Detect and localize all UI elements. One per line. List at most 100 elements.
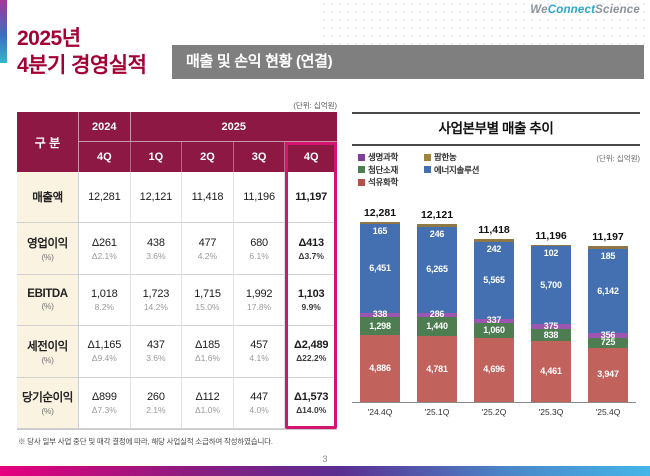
table-cell: 260 2.1% bbox=[130, 377, 183, 429]
legend-swatch bbox=[424, 153, 431, 161]
chart-plot: 4,886 1,298 338 6,451 165 12,281 '24.4Q 4,781 1,… bbox=[352, 188, 640, 420]
table-row-label-text: 매출액 bbox=[32, 192, 63, 205]
table-cell: Δ413 Δ3.7% bbox=[285, 223, 337, 275]
table-row-label: 당기순이익 (%) bbox=[17, 377, 79, 429]
table-cell-value: Δ1,573 bbox=[294, 390, 329, 403]
bar-segment-석유화학 bbox=[474, 337, 514, 402]
table-cell-percent: Δ7.3% bbox=[91, 404, 117, 415]
bar-segment-팜한농 bbox=[360, 222, 400, 225]
table-row-sublabel: (%) bbox=[41, 406, 54, 417]
chart-unit-label: (단위: 십억원) bbox=[596, 154, 640, 163]
table-cell-percent: 4.2% bbox=[197, 250, 218, 261]
table-cell: 12,281 bbox=[79, 172, 131, 224]
bar-segment-첨단소재 bbox=[588, 337, 628, 348]
table-cell-value: 11,196 bbox=[243, 191, 275, 204]
legend-item: 첨단소재 bbox=[358, 164, 398, 176]
table-cell-percent: 4.0% bbox=[249, 404, 269, 415]
table-row-label: 매출액 bbox=[17, 172, 79, 224]
table-cell-value: 12,121 bbox=[139, 191, 173, 204]
table-cell-percent: 17.8% bbox=[247, 301, 272, 312]
table-quarter-header: 1Q bbox=[131, 142, 183, 172]
logo-connect: Connect bbox=[547, 4, 596, 16]
table-cell: 11,196 bbox=[233, 172, 286, 224]
table-cell-value: Δ2,489 bbox=[294, 339, 329, 352]
table-cell: 438 3.6% bbox=[130, 223, 183, 275]
bar-segment-label: 6,265 bbox=[426, 264, 448, 275]
bar-segment-label: 185 bbox=[600, 250, 616, 261]
table-cell-value: 1,723 bbox=[142, 287, 170, 300]
table-cell-percent: 14.2% bbox=[143, 301, 168, 312]
bar-segment-에너지솔루션 bbox=[474, 242, 514, 319]
legend-label: 팜한농 bbox=[434, 152, 457, 162]
bar-segment-석유화학 bbox=[360, 335, 400, 402]
legend-item: 석유화학 bbox=[358, 176, 398, 188]
legend-swatch bbox=[358, 166, 365, 173]
section-title: 매출 및 손익 현황 (연결) bbox=[186, 53, 333, 70]
legend-label: 생명과학 bbox=[368, 152, 399, 162]
slide-title: 2025년 4분기 경영실적 bbox=[17, 25, 147, 79]
chart-title: 사업본부별 매출 추이 bbox=[352, 112, 640, 146]
logo-we: We bbox=[530, 4, 548, 16]
table-cell-value: 438 bbox=[147, 236, 165, 249]
bar-segment-label: 4,781 bbox=[426, 363, 448, 374]
legend-swatch bbox=[358, 178, 365, 186]
bar-segment-팜한농 bbox=[474, 238, 514, 243]
table-cell: 12,121 bbox=[130, 172, 183, 224]
table-cell: 437 3.6% bbox=[130, 326, 183, 378]
bar-category-label: '25.4Q bbox=[595, 407, 621, 417]
bar-category-label: '24.4Q bbox=[367, 407, 393, 417]
bar-segment-label: 4,886 bbox=[369, 363, 391, 374]
bar-segment-label: 838 bbox=[543, 329, 559, 340]
legend-item: 생명과학 bbox=[358, 151, 398, 163]
table-cell-percent: 3.6% bbox=[146, 250, 166, 261]
table-cell-percent: 4.1% bbox=[249, 353, 269, 364]
section-title-bar: 매출 및 손익 현황 (연결) bbox=[172, 45, 644, 79]
bar-category-label: '25.2Q bbox=[481, 407, 507, 417]
bar-total-label: 11,196 bbox=[535, 229, 567, 242]
bar-total-label: 12,281 bbox=[363, 207, 397, 219]
table-quarter-header: 4Q bbox=[303, 151, 319, 163]
table-cell-percent: Δ9.4% bbox=[91, 353, 117, 364]
table-cell-percent: 6.1% bbox=[249, 250, 269, 261]
bar-total-label: 12,121 bbox=[420, 208, 454, 221]
table-cell-value: Δ261 bbox=[91, 236, 117, 249]
table-cell-value: 447 bbox=[250, 390, 268, 403]
table-cell-value: 457 bbox=[250, 339, 268, 352]
bar-segment-label: 5,565 bbox=[483, 274, 505, 285]
bar-total-label: 11,418 bbox=[478, 223, 510, 236]
page-number: 3 bbox=[322, 454, 328, 464]
legend-item: 에너지솔루션 bbox=[424, 164, 479, 176]
table-cell-value: 260 bbox=[147, 390, 165, 403]
table-cell-value: 1,992 bbox=[245, 287, 273, 300]
table-cell-value: Δ112 bbox=[195, 390, 220, 403]
bar-segment-label: 4,696 bbox=[483, 364, 505, 375]
bar-segment-석유화학 bbox=[531, 340, 571, 402]
table-cell: Δ261 Δ2.1% bbox=[79, 223, 131, 275]
table-row-label-text: 영업이익 bbox=[27, 238, 68, 251]
table-cell: Δ1,165 Δ9.4% bbox=[79, 326, 131, 378]
table-row-label-text: 당기순이익 bbox=[22, 392, 73, 405]
bar-segment-생명과학 bbox=[531, 324, 571, 330]
table-cell: Δ899 Δ7.3% bbox=[79, 377, 131, 429]
bar-segment-생명과학 bbox=[588, 333, 628, 338]
table-cell-value: 680 bbox=[250, 236, 268, 249]
table-cell: 457 4.1% bbox=[233, 326, 286, 378]
table-cell: 1,992 17.8% bbox=[233, 274, 286, 327]
table-cell: 447 4.0% bbox=[233, 377, 286, 429]
table-cell-value: Δ1,165 bbox=[87, 339, 122, 352]
bar-segment-label: 725 bbox=[600, 337, 616, 348]
table-body: 매출액 12,281 12,121 11,418 11,196 11,197 영업이익 (%)… bbox=[17, 172, 337, 430]
table-cell-value: 1,103 bbox=[297, 287, 325, 300]
bar-segment-팜한농 bbox=[588, 246, 628, 249]
background-dot-pattern bbox=[320, 0, 650, 46]
logo-science: Science bbox=[595, 4, 640, 16]
bar-category-label: '25.1Q bbox=[424, 407, 450, 417]
table-quarter-header: 2Q bbox=[182, 142, 234, 172]
table-cell-value: 11,418 bbox=[191, 191, 224, 204]
table-cell: Δ2,489 Δ22.2% bbox=[285, 326, 337, 378]
bar-segment-label: 337 bbox=[486, 315, 502, 326]
table-row-label: EBITDA (%) bbox=[17, 274, 79, 327]
table-cell-value: 11,197 bbox=[295, 191, 328, 204]
